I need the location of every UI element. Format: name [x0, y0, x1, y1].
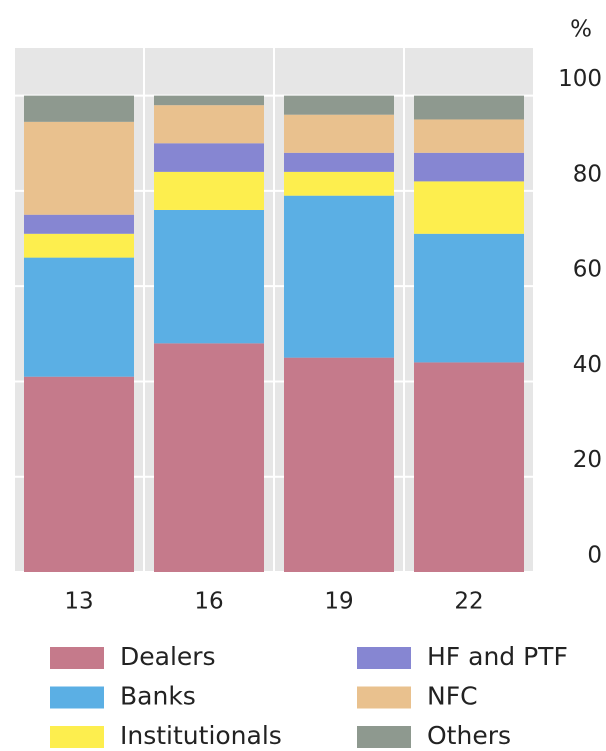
bar-segment	[24, 214, 134, 234]
legend-label: Dealers	[120, 642, 216, 671]
legend-label: Others	[427, 721, 511, 750]
legend-swatch	[50, 726, 104, 748]
bar-segment	[154, 95, 264, 106]
bar-segment	[284, 95, 394, 115]
legend-swatch	[357, 686, 411, 709]
legend-label: Banks	[120, 682, 196, 711]
bar-segment	[414, 152, 524, 182]
x-tick-label: 13	[64, 589, 93, 615]
bar-segment	[414, 119, 524, 153]
y-tick-label: 40	[573, 352, 602, 378]
x-tick-label: 19	[324, 589, 353, 615]
bar-segment	[24, 95, 134, 122]
bar-segment	[284, 195, 394, 358]
bar-segment	[284, 171, 394, 196]
legend-swatch	[357, 647, 411, 669]
legend-swatch	[50, 647, 104, 669]
bar-segment	[414, 362, 524, 572]
legend-swatch	[50, 686, 104, 709]
x-tick-label: 16	[194, 589, 223, 615]
bar-segment	[414, 233, 524, 363]
y-tick-label: 60	[573, 257, 602, 283]
bar-segment	[24, 257, 134, 377]
bar-segment	[24, 233, 134, 258]
bar-segment	[24, 121, 134, 215]
bar-segment	[24, 376, 134, 572]
y-tick-label: 80	[573, 161, 602, 187]
bar-segment	[284, 114, 394, 153]
legend-label: HF and PTF	[427, 642, 568, 671]
bar-segment	[284, 357, 394, 572]
bar-segment	[154, 209, 264, 344]
bar-segment	[154, 143, 264, 172]
x-tick-label: 22	[454, 589, 483, 615]
bar-segment	[154, 171, 264, 210]
legend-label: NFC	[427, 682, 478, 711]
bar-segment	[154, 105, 264, 144]
y-tick-label: 100	[558, 66, 602, 92]
bar-segment	[414, 95, 524, 120]
y-axis-label: %	[570, 17, 592, 43]
bar-segment	[284, 152, 394, 172]
legend-label: Institutionals	[120, 721, 282, 750]
legend-swatch	[357, 726, 411, 748]
bar-segment	[154, 343, 264, 572]
y-tick-label: 0	[587, 543, 602, 569]
y-tick-label: 20	[573, 447, 602, 473]
bar-segment	[414, 181, 524, 234]
